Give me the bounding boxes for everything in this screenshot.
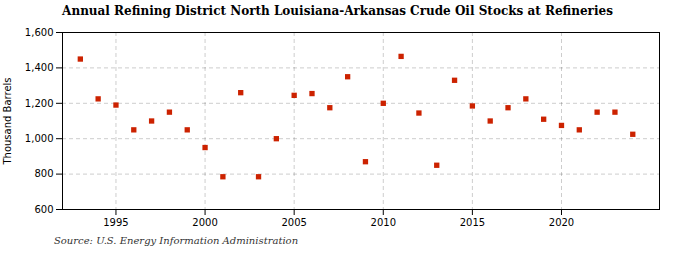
- html-text:Source: U.S. Energy Informatio: Source: U.S. Energy Information Administ…: [54, 235, 299, 246]
- svg-text:2010: 2010: [371, 217, 396, 228]
- svg-text:1,600: 1,600: [25, 27, 54, 38]
- svg-text:1995: 1995: [103, 217, 128, 228]
- svg-text:1,000: 1,000: [25, 133, 54, 144]
- svg-text:2020: 2020: [549, 217, 574, 228]
- svg-text:1,200: 1,200: [25, 98, 54, 109]
- svg-text:2015: 2015: [460, 217, 485, 228]
- svg-text:2000: 2000: [192, 217, 217, 228]
- svg-text:2005: 2005: [281, 217, 306, 228]
- svg-text:600: 600: [34, 204, 53, 215]
- svg-text:800: 800: [34, 168, 53, 179]
- svg-text:Thousand Barrels: Thousand Barrels: [2, 77, 13, 165]
- svg-text:1,400: 1,400: [25, 62, 54, 73]
- html-text:Annual Refining District North: Annual Refining District North Louisiana…: [62, 4, 613, 18]
